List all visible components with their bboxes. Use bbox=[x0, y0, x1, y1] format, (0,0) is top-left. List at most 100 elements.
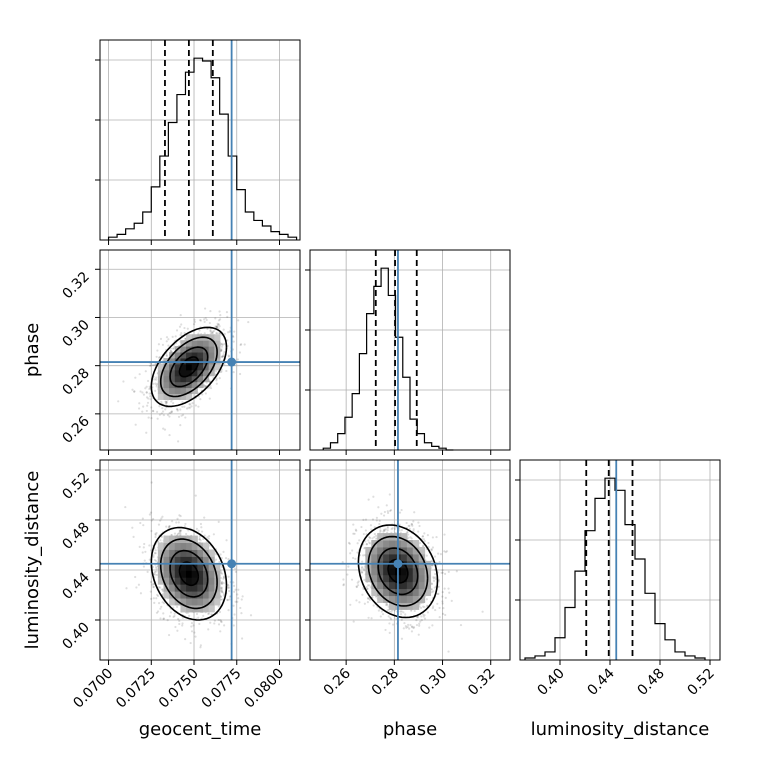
density-cell bbox=[424, 581, 432, 590]
sample-point bbox=[232, 584, 236, 587]
density-cell bbox=[163, 570, 170, 578]
density-cell bbox=[174, 387, 181, 395]
density-cell bbox=[412, 546, 420, 555]
sample-point bbox=[176, 409, 179, 412]
density-cell bbox=[163, 549, 170, 557]
density-cell bbox=[169, 535, 176, 544]
sample-point bbox=[234, 600, 237, 603]
density-cell bbox=[157, 387, 165, 395]
density-cell bbox=[191, 363, 198, 371]
sample-point bbox=[161, 588, 164, 591]
density-cell bbox=[157, 363, 165, 371]
sample-point bbox=[412, 529, 415, 533]
sample-point bbox=[413, 511, 416, 514]
sample-point bbox=[364, 540, 367, 543]
sample-point bbox=[395, 526, 398, 529]
density-cell bbox=[202, 542, 210, 550]
sample-point bbox=[154, 389, 157, 392]
density-cell bbox=[424, 588, 432, 597]
density-cell bbox=[371, 574, 378, 583]
sample-point bbox=[168, 524, 171, 528]
sample-point bbox=[386, 525, 389, 528]
density-cell bbox=[418, 567, 426, 576]
sample-point bbox=[450, 599, 453, 602]
sample-point bbox=[389, 618, 393, 621]
density-cell bbox=[406, 546, 414, 555]
sample-point bbox=[203, 516, 206, 519]
sample-point bbox=[352, 523, 355, 526]
sample-point bbox=[148, 558, 151, 561]
density-cell bbox=[197, 346, 204, 353]
density-cell bbox=[186, 577, 193, 585]
x-tick-label: 0.40 bbox=[534, 666, 567, 699]
sample-point bbox=[447, 587, 450, 590]
sample-point bbox=[154, 532, 157, 536]
density-cell bbox=[174, 363, 181, 371]
density-cell bbox=[400, 540, 408, 548]
sample-point bbox=[432, 605, 435, 608]
density-cell bbox=[214, 334, 221, 341]
density-cell bbox=[400, 588, 408, 597]
density-cell bbox=[412, 588, 420, 597]
sample-point bbox=[155, 573, 159, 577]
sample-point bbox=[145, 385, 148, 388]
sample-point bbox=[355, 599, 358, 602]
sample-point bbox=[180, 414, 183, 417]
sample-point bbox=[395, 617, 398, 620]
sample-point bbox=[215, 379, 218, 382]
sample-point bbox=[240, 598, 243, 601]
density-cell bbox=[180, 598, 187, 606]
sample-point bbox=[191, 402, 194, 405]
density-cell bbox=[202, 556, 210, 564]
sample-point bbox=[183, 405, 186, 408]
sample-point bbox=[162, 617, 165, 620]
density-cell bbox=[180, 363, 187, 371]
sample-point bbox=[150, 519, 153, 522]
sample-point bbox=[147, 416, 150, 419]
sample-point bbox=[153, 572, 156, 575]
sample-point bbox=[221, 355, 224, 358]
sample-point bbox=[223, 350, 226, 354]
sample-point bbox=[157, 523, 161, 526]
sample-point bbox=[153, 552, 156, 555]
sample-point bbox=[220, 620, 223, 623]
sample-point bbox=[151, 409, 155, 412]
sample-point bbox=[181, 624, 184, 627]
sample-point bbox=[373, 526, 376, 529]
sample-point bbox=[189, 406, 192, 409]
density-cell bbox=[174, 369, 181, 377]
sample-point bbox=[220, 345, 224, 348]
density-cell bbox=[186, 542, 193, 550]
density-cell bbox=[186, 375, 193, 383]
density-cell bbox=[389, 595, 396, 603]
sample-point bbox=[201, 393, 204, 396]
sample-point bbox=[360, 571, 364, 574]
sample-point bbox=[375, 534, 378, 537]
sample-point bbox=[125, 587, 128, 590]
sample-point bbox=[342, 578, 345, 581]
sample-point bbox=[184, 522, 187, 526]
sample-point bbox=[202, 614, 205, 618]
sample-point bbox=[412, 528, 415, 531]
sample-point bbox=[146, 404, 149, 407]
sample-point bbox=[410, 630, 414, 633]
sample-point bbox=[155, 383, 158, 386]
sample-point bbox=[232, 335, 235, 339]
sample-point bbox=[216, 332, 219, 335]
sample-point bbox=[145, 431, 148, 434]
y-tick-label: 0.44 bbox=[59, 569, 92, 602]
density-cell bbox=[174, 375, 181, 383]
sample-point bbox=[220, 587, 223, 591]
sample-point bbox=[204, 317, 207, 320]
sample-point bbox=[155, 567, 158, 570]
sample-point bbox=[399, 610, 402, 613]
sample-point bbox=[388, 493, 391, 496]
sample-point bbox=[363, 547, 366, 550]
density-cell bbox=[214, 363, 221, 371]
sample-point bbox=[355, 529, 358, 532]
sample-point bbox=[149, 549, 153, 552]
sample-point bbox=[432, 577, 436, 580]
density-cell bbox=[191, 369, 198, 377]
density-cell bbox=[191, 570, 198, 578]
sample-point bbox=[422, 615, 425, 618]
